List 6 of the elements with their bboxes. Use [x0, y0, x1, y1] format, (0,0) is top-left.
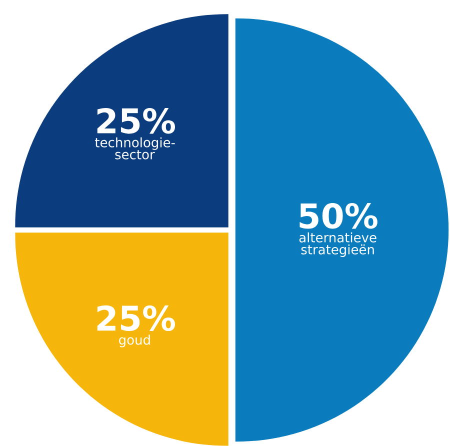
slice-label: alternatieve strategieën: [299, 232, 376, 258]
data-label: 50%: [300, 203, 378, 229]
slice-label: goud: [119, 334, 150, 348]
slice-label: technologie-sector: [95, 137, 175, 160]
data-label: 25%: [97, 108, 175, 134]
data-label: 25%: [97, 305, 175, 332]
